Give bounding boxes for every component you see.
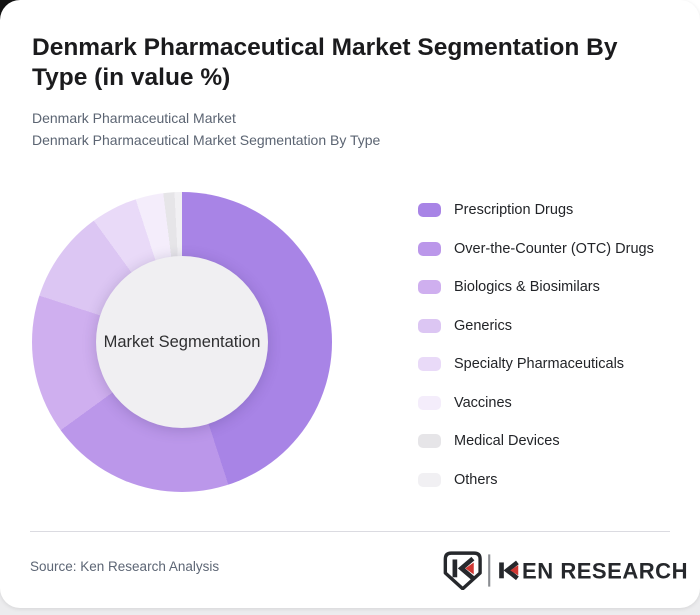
logo-k-red-arrow-icon [510,565,519,576]
legend-item[interactable]: Others [418,472,654,488]
legend-item[interactable]: Vaccines [418,395,654,411]
legend-item[interactable]: Prescription Drugs [418,202,654,218]
legend-item[interactable]: Over-the-Counter (OTC) Drugs [418,241,654,257]
subtitle-line-1: Denmark Pharmaceutical Market [32,110,236,126]
subtitle-line-2: Denmark Pharmaceutical Market Segmentati… [32,132,381,148]
logo-k-glyph [499,560,519,581]
legend-swatch [418,280,441,294]
chart-title: Denmark Pharmaceutical Market Segmentati… [32,34,618,91]
legend-label: Others [454,471,498,488]
chart-legend: Prescription Drugs Over-the-Counter (OTC)… [418,202,654,510]
legend-swatch [418,357,441,371]
legend-label: Biologics & Biosimilars [454,279,600,295]
legend-swatch [418,318,441,333]
legend-swatch [418,434,441,448]
legend-swatch [418,472,441,487]
legend-item[interactable]: Biologics & Biosimilars [418,279,654,295]
legend-swatch [418,203,441,217]
legend-label: Over-the-Counter (OTC) Drugs [454,240,654,257]
legend-label: Prescription Drugs [454,202,574,218]
legend-item[interactable]: Specialty Pharmaceuticals [418,356,654,372]
source-text: Source: Ken Research Analysis [30,559,220,574]
legend-label: Specialty Pharmaceuticals [454,356,625,372]
legend-swatch [418,395,441,410]
chart-subtitle: Denmark Pharmaceutical Market Denmark Ph… [32,107,380,151]
ken-research-shield-icon [443,551,482,591]
donut-chart[interactable]: Market Segmentation [32,192,332,492]
legend-label: Vaccines [454,394,512,411]
legend-item[interactable]: Generics [418,318,654,334]
ken-research-logo: EN RESEARCH [442,551,692,591]
legend-item[interactable]: Medical Devices [418,433,654,449]
legend-label: Generics [454,317,513,334]
logo-red-arrow-icon [465,562,474,575]
logo-text: EN RESEARCH [522,558,688,583]
logo-divider-bar [488,554,491,587]
footer-divider [30,531,670,532]
donut-center-label: Market Segmentation [103,332,261,351]
donut-center: Market Segmentation [96,256,268,428]
legend-label: Medical Devices [454,433,560,449]
legend-swatch [418,241,441,256]
